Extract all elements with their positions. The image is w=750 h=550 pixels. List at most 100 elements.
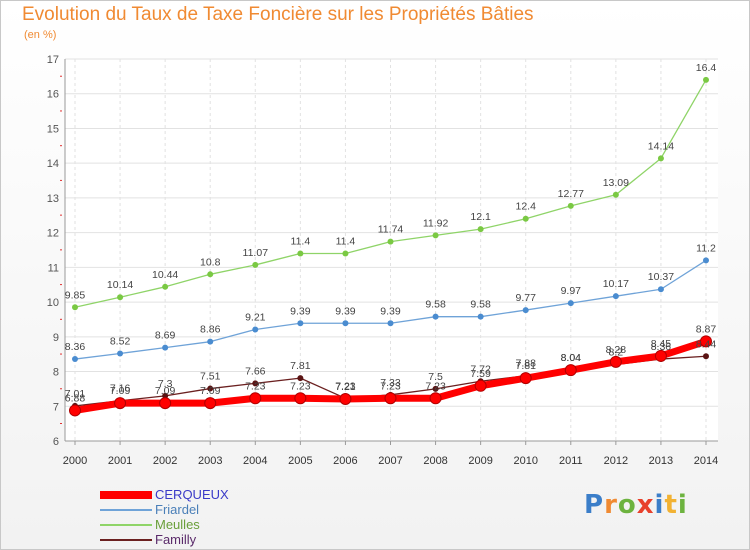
data-point-friardel — [342, 320, 349, 327]
data-point-familly — [703, 353, 709, 360]
data-label-friardel: 9.39 — [380, 305, 401, 317]
series-lines — [69, 76, 712, 417]
data-label-familly: 7.01 — [65, 388, 86, 400]
data-label-meulles: 11.4 — [336, 235, 356, 247]
data-point-meulles — [162, 283, 169, 290]
data-label-familly: 7.23 — [335, 380, 356, 392]
data-label-cerqueux: 6.88 — [65, 392, 86, 404]
x-tick-label: 2014 — [694, 455, 718, 467]
data-label-cerqueux: 7.09 — [155, 385, 176, 397]
data-point-cerqueux — [654, 349, 667, 362]
y-tick-label: 9 — [53, 332, 59, 344]
data-label-cerqueux: 7.59 — [470, 368, 491, 380]
data-point-cerqueux — [474, 379, 487, 392]
data-point-friardel — [567, 300, 574, 307]
data-point-meulles — [72, 304, 78, 311]
data-point-familly — [207, 385, 214, 392]
data-point-meulles — [522, 215, 529, 222]
data-label-familly: 7.72 — [470, 363, 491, 375]
data-point-friardel — [162, 344, 169, 351]
x-tick-label: 2013 — [649, 455, 673, 467]
data-label-meulles: 12.4 — [515, 201, 536, 213]
proxiti-logo: Proxiti — [584, 490, 688, 520]
data-label-friardel: 8.69 — [155, 330, 176, 342]
data-point-friardel — [612, 293, 619, 300]
data-label-meulles: 10.14 — [107, 279, 133, 291]
data-label-cerqueux: 8.87 — [696, 323, 717, 335]
data-point-friardel — [432, 313, 439, 320]
y-tick-label: 7 — [53, 401, 59, 413]
data-label-familly: 7.88 — [515, 358, 536, 370]
x-tick-label: 2011 — [559, 455, 583, 467]
data-point-meulles — [387, 238, 394, 245]
x-tick-label: 2004 — [243, 455, 267, 467]
data-point-meulles — [117, 294, 124, 301]
data-label-meulles: 11.92 — [423, 217, 449, 229]
legend-item-familly: Familly — [100, 533, 196, 547]
data-point-familly — [252, 380, 259, 387]
data-point-familly — [432, 385, 439, 392]
plot-area — [65, 59, 718, 441]
data-point-cerqueux — [204, 397, 217, 410]
data-point-friardel — [387, 320, 394, 327]
data-label-familly: 8.36 — [651, 341, 672, 353]
data-point-meulles — [252, 261, 259, 268]
chart-title: Evolution du Taux de Taxe Foncière sur l… — [22, 4, 534, 25]
data-label-friardel: 9.97 — [561, 285, 582, 297]
data-label-cerqueux: 8.45 — [651, 338, 672, 350]
data-label-meulles: 13.09 — [603, 177, 629, 189]
x-tick-label: 2007 — [378, 455, 402, 467]
data-point-friardel — [72, 356, 78, 363]
data-point-cerqueux — [69, 404, 81, 417]
x-tick-label: 2006 — [333, 455, 357, 467]
data-label-cerqueux: 7.23 — [245, 380, 266, 392]
data-label-familly: 7.16 — [110, 383, 131, 395]
data-label-cerqueux: 8.04 — [561, 352, 582, 364]
y-tick-label: 6 — [53, 436, 59, 448]
legend-label: Friardel — [155, 502, 200, 517]
data-label-meulles: 12.77 — [558, 188, 584, 200]
data-label-friardel: 9.39 — [290, 305, 311, 317]
data-label-friardel: 10.17 — [603, 278, 629, 290]
data-point-friardel — [522, 307, 529, 314]
chart-subtitle: (en %) — [24, 29, 57, 41]
data-label-meulles: 16.4 — [696, 62, 717, 74]
legend-item-friardel: Friardel — [100, 503, 199, 517]
y-tick-label: 13 — [47, 193, 59, 205]
data-label-friardel: 11.2 — [696, 242, 716, 254]
legend-label: Familly — [155, 532, 197, 547]
data-point-meulles — [207, 271, 214, 278]
data-point-familly — [297, 375, 304, 382]
legend-swatch — [100, 524, 152, 526]
data-label-friardel: 9.39 — [335, 305, 356, 317]
axes: 6 7 8 9 10 11 12 13 14 15 16 17 2000 2001 2002 2003 2004… — [47, 54, 718, 467]
data-point-meulles — [432, 232, 439, 239]
legend-swatch — [100, 539, 152, 541]
data-label-meulles: 11.74 — [378, 224, 404, 236]
y-tick-label: 14 — [47, 158, 59, 170]
data-label-friardel: 9.58 — [470, 299, 491, 311]
data-point-cerqueux — [519, 372, 532, 385]
y-tick-label: 15 — [47, 123, 59, 135]
data-label-cerqueux: 7.23 — [425, 380, 446, 392]
x-tick-label: 2012 — [604, 455, 628, 467]
legend-item-cerqueux: CERQUEUX — [100, 488, 229, 502]
data-point-friardel — [297, 320, 304, 327]
grid — [65, 58, 718, 442]
data-point-meulles — [567, 202, 574, 209]
y-tick-label: 17 — [47, 54, 59, 66]
data-label-cerqueux: 7.23 — [380, 380, 401, 392]
data-label-meulles: 9.85 — [65, 289, 86, 301]
data-label-friardel: 9.77 — [515, 292, 536, 304]
data-point-cerqueux — [700, 335, 712, 348]
data-point-meulles — [612, 191, 619, 198]
data-label-friardel: 8.86 — [200, 324, 221, 336]
data-label-cerqueux: 7.81 — [515, 360, 536, 372]
data-label-meulles: 10.44 — [152, 269, 178, 281]
legend-label: CERQUEUX — [155, 487, 229, 502]
data-label-cerqueux: 7.09 — [200, 385, 221, 397]
data-label-familly: 7.3 — [158, 378, 173, 390]
data-label-familly: 7.51 — [200, 371, 221, 383]
data-point-cerqueux — [384, 392, 397, 405]
